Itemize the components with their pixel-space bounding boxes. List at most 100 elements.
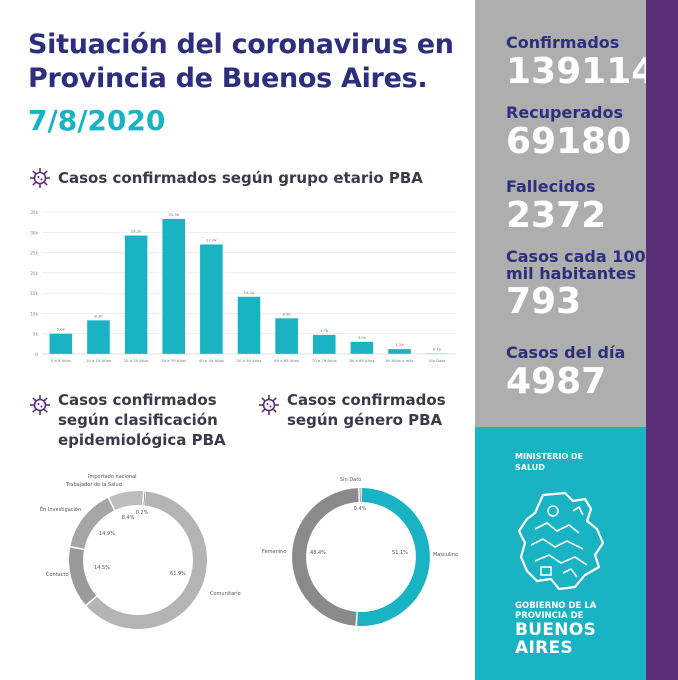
bar-50-a-59-años	[237, 296, 261, 354]
bar-value-label: 8.3k	[94, 313, 103, 318]
daily-cases-label: Casos del día	[506, 343, 626, 362]
slice-comunitario	[86, 491, 207, 629]
epi-title-line-3: epidemiológica PBA	[58, 431, 226, 449]
y-tick-label: 35k	[30, 210, 38, 215]
y-tick-label: 5k	[33, 332, 39, 337]
bar-value-label: 33.3k	[168, 212, 179, 217]
gender-chart-title: Casos confirmados según género PBA	[287, 390, 446, 430]
bar-90-años-o-más	[388, 349, 411, 354]
gender-title-line-2: según género PBA	[287, 411, 443, 429]
x-tick-label: 90 Años o más	[385, 358, 413, 363]
age-chart-title: Casos confirmados según grupo etario PBA	[58, 169, 423, 187]
epi-donut-chart: Comunitario 61.9% Contacto 14.5% En Investig…	[40, 474, 241, 629]
slice-category-label: Femenino	[262, 549, 286, 555]
y-tick-label: 25k	[30, 251, 38, 256]
government-logo-text: GOBIERNO DE LA PROVINCIA DE BUENOS AIRES	[515, 601, 596, 657]
virus-icon	[30, 395, 50, 415]
stats-sidebar: Confirmados 139114 Recuperados 69180 Fal…	[475, 0, 656, 427]
deaths-value: 2372	[506, 195, 607, 236]
report-date: 7/8/2020	[28, 104, 166, 137]
title-line-1: Situación del coronavirus en	[28, 29, 454, 60]
epi-chart-title: Casos confirmados según clasificación ep…	[58, 390, 226, 450]
y-tick-label: 20k	[30, 271, 38, 276]
recovered-value: 69180	[506, 121, 632, 162]
slice-value-label: 61.9%	[170, 571, 186, 577]
slice-category-label: Trabajador de la Salud	[65, 482, 122, 488]
slice-value-label: 8.4%	[122, 515, 135, 521]
bar-value-label: 14.1k	[244, 290, 255, 295]
rate-label: Casos cada 100 mil habitantes	[506, 248, 646, 282]
slice-category-label: Importado nacional	[88, 474, 137, 480]
deaths-label: Fallecidos	[506, 177, 596, 196]
bar-value-label: 5.0k	[57, 327, 66, 332]
confirmed-value: 139114	[506, 51, 657, 92]
ministry-line-1: MINISTERIO DE	[515, 452, 584, 461]
x-tick-label: Sin Dato	[429, 358, 446, 363]
slice-category-label: En Investigación	[40, 506, 81, 513]
x-tick-label: 0 a 9 Años	[51, 358, 71, 363]
slice-femenino	[292, 488, 359, 626]
y-tick-label: 0	[35, 352, 38, 357]
slice-en-investigación	[70, 498, 115, 550]
y-tick-label: 10k	[30, 311, 38, 316]
slice-value-label: 14.9%	[99, 531, 115, 537]
slice-category-label: Masculino	[433, 552, 458, 558]
y-tick-label: 30k	[30, 230, 38, 235]
slice-value-label: 0.2%	[136, 510, 149, 516]
purple-stripe	[646, 0, 678, 680]
gender-title-line-1: Casos confirmados	[287, 391, 446, 409]
bar-20-a-29-años	[124, 235, 148, 354]
bar-80-a-89-años	[350, 341, 374, 354]
gov-line-4: AIRES	[515, 638, 573, 658]
slice-contacto	[69, 547, 97, 605]
bar-value-label: 4.7k	[320, 328, 329, 333]
x-tick-label: 50 a 59 Años	[237, 358, 262, 363]
gov-line-1: GOBIERNO DE LA	[515, 601, 597, 611]
virus-icon	[30, 168, 50, 188]
ministry-panel: MINISTERIO DE SALUD GOBIERNO DE LA PROVI…	[475, 427, 646, 680]
bar-70-a-79-años	[312, 334, 336, 354]
bar-30-a-39-años	[162, 218, 186, 354]
slice-value-label: 14.5%	[94, 565, 110, 571]
slice-category-label: Comunitario	[210, 591, 241, 597]
province-map-logo	[517, 491, 605, 591]
bar-value-label: 27.0k	[206, 237, 217, 242]
bar-0-a-9-años	[49, 333, 73, 354]
bar-value-label: 8.8k	[283, 311, 292, 316]
bar-60-a-69-años	[275, 318, 298, 354]
recovered-label: Recuperados	[506, 103, 624, 122]
ministry-label: MINISTERIO DE SALUD	[515, 451, 583, 473]
confirmed-label: Confirmados	[506, 33, 620, 52]
epi-title-line-1: Casos confirmados	[58, 391, 217, 409]
gov-line-3: BUENOS	[515, 620, 597, 640]
epi-title-line-2: según clasificación	[58, 411, 218, 429]
bar-40-a-49-años	[200, 244, 223, 354]
x-tick-label: 60 a 69 Años	[274, 358, 299, 363]
age-bar-chart: 0 5k 10k 15k 20k 25k 30k 35k 5.0k 0 a 9 Años 8.3k 1…	[30, 210, 456, 363]
page-title: Situación del coronavirus en Provincia d…	[28, 28, 454, 96]
x-tick-label: 40 a 49 Años	[199, 358, 224, 363]
bar-10-a-19-años	[87, 320, 110, 354]
virus-icon	[259, 395, 279, 415]
rate-value: 793	[506, 281, 582, 322]
x-tick-label: 80 a 89 Años	[349, 358, 374, 363]
slice-category-label: Contacto	[46, 572, 69, 578]
slice-value-label: 51.1%	[392, 550, 408, 556]
bar-value-label: 0.1k	[433, 347, 442, 352]
x-tick-label: 30 a 39 Años	[161, 358, 186, 363]
slice-category-label: Sin Dato	[340, 477, 361, 483]
title-line-2: Provincia de Buenos Aires.	[28, 63, 428, 94]
slice-value-label: 48.4%	[310, 550, 326, 556]
x-tick-label: 20 a 29 Años	[124, 358, 149, 363]
slice-trabajador-de-la-salud	[109, 491, 144, 511]
rate-label-line-1: Casos cada 100	[506, 247, 646, 266]
gov-line-2: PROVINCIA DE	[515, 611, 584, 621]
daily-cases-value: 4987	[506, 361, 607, 402]
bar-value-label: 3.0k	[358, 335, 367, 340]
gender-donut-chart: Masculino 51.1% Femenino 48.4% Sin Dato 0.4%	[262, 477, 458, 626]
y-tick-label: 15k	[30, 291, 38, 296]
slice-masculino	[357, 488, 430, 626]
x-tick-label: 10 a 19 Años	[86, 358, 111, 363]
bar-value-label: 29.2k	[131, 229, 142, 234]
slice-value-label: 0.4%	[354, 506, 367, 512]
